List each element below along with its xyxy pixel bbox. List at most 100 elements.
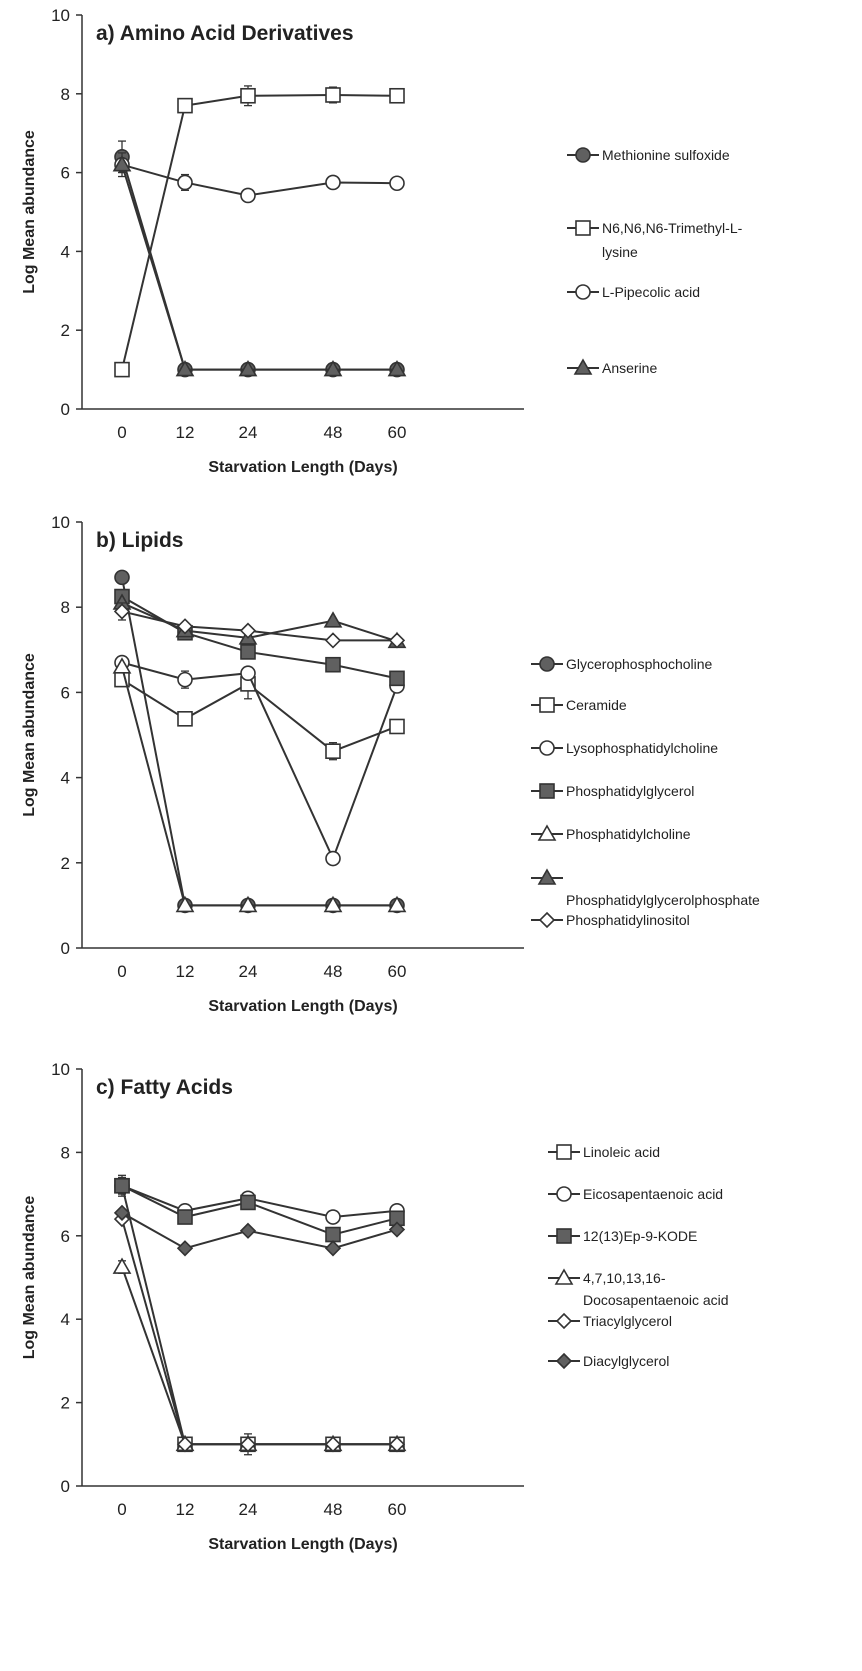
data-point: [114, 1177, 130, 1194]
legend-marker: [539, 697, 555, 713]
data-point: [323, 895, 343, 913]
y-tick-label: 0: [61, 400, 70, 419]
data-point: [389, 175, 405, 192]
x-axis-title: Starvation Length (Days): [208, 998, 397, 1015]
data-point: [177, 174, 193, 191]
legend-label: N6,N6,N6-Trimethyl-L-: [602, 220, 743, 236]
series-line: [121, 1184, 398, 1219]
legend-marker: [554, 1268, 574, 1285]
legend-marker: [556, 1144, 572, 1160]
data-point: [325, 656, 341, 673]
y-tick-label: 6: [61, 164, 70, 183]
series-3: [114, 588, 405, 687]
legend-item: Anserine: [567, 358, 657, 376]
x-tick-label: 0: [117, 962, 126, 981]
y-tick-label: 2: [61, 321, 70, 340]
y-tick-label: 10: [51, 513, 70, 532]
y-tick-label: 0: [61, 1477, 70, 1496]
data-point: [387, 895, 407, 913]
y-tick-label: 10: [51, 1060, 70, 1079]
data-point: [113, 603, 131, 620]
data-point: [387, 359, 407, 377]
data-point: [175, 359, 195, 377]
legend-label: Phosphatidylcholine: [566, 826, 691, 842]
data-point: [176, 1240, 194, 1257]
legend-label: Phosphatidylinositol: [566, 912, 690, 928]
panel-title: c) Fatty Acids: [96, 1076, 233, 1099]
x-axis-title: Starvation Length (Days): [208, 459, 397, 476]
y-tick-label: 2: [61, 1394, 70, 1413]
legend-item: L-Pipecolic acid: [567, 284, 700, 300]
x-tick-label: 48: [324, 423, 343, 442]
y-axis-title: Log Mean abundance: [21, 653, 38, 817]
legend-item: Lysophosphatidylcholine: [531, 740, 718, 756]
panel-title: a) Amino Acid Derivatives: [96, 22, 354, 45]
y-tick-label: 8: [61, 1143, 70, 1162]
y-tick-label: 10: [51, 6, 70, 25]
data-point: [240, 644, 256, 660]
data-point: [177, 671, 193, 688]
data-point: [114, 361, 130, 378]
x-tick-label: 48: [324, 1500, 343, 1519]
panel-title: b) Lipids: [96, 529, 184, 552]
data-point: [112, 657, 132, 674]
legend-marker: [556, 1228, 572, 1244]
series-5: [113, 1204, 406, 1257]
data-point: [177, 97, 193, 114]
x-tick-label: 24: [239, 1500, 258, 1519]
data-point: [325, 1226, 341, 1243]
y-tick-label: 8: [61, 598, 70, 617]
data-point: [238, 895, 258, 913]
legend-label: Lysophosphatidylcholine: [566, 740, 718, 756]
data-point: [175, 895, 195, 913]
data-point: [177, 711, 193, 727]
legend-marker: [555, 1352, 573, 1370]
data-point: [239, 1436, 257, 1453]
x-tick-label: 60: [388, 423, 407, 442]
y-tick-label: 4: [61, 1310, 70, 1329]
x-tick-label: 12: [176, 962, 195, 981]
data-point: [323, 359, 343, 377]
x-tick-label: 24: [239, 423, 258, 442]
series-line: [121, 1211, 398, 1250]
legend-label: lysine: [602, 244, 638, 260]
series-2: [114, 152, 405, 204]
y-tick-label: 4: [61, 769, 70, 788]
legend-item: Phosphatidylglycerolphosphate: [531, 868, 760, 908]
series-line: [121, 156, 397, 371]
legend-marker: [539, 740, 555, 756]
series-1: [114, 668, 405, 761]
y-tick-label: 4: [61, 242, 70, 261]
data-point: [388, 632, 406, 649]
series-4: [113, 1210, 406, 1453]
legend-label: 4,7,10,13,16-: [583, 1270, 666, 1286]
y-tick-label: 6: [61, 1227, 70, 1246]
legend-marker: [537, 824, 557, 841]
data-point: [325, 174, 341, 191]
data-point: [325, 743, 341, 759]
data-point: [324, 1436, 342, 1453]
data-point: [389, 670, 405, 687]
legend-marker: [575, 284, 591, 300]
legend-item: Phosphatidylcholine: [531, 824, 691, 842]
series-6: [113, 602, 406, 649]
x-tick-label: 12: [176, 423, 195, 442]
legend-label: Docosapentaenoic acid: [583, 1292, 729, 1308]
legend-label: Triacylglycerol: [583, 1313, 672, 1329]
series-2: [114, 654, 405, 867]
data-point: [112, 155, 132, 172]
data-point: [388, 1221, 406, 1238]
x-tick-label: 60: [388, 962, 407, 981]
legend-item: Methionine sulfoxide: [567, 147, 730, 163]
series-line: [121, 163, 398, 197]
legend-marker: [575, 220, 591, 236]
data-point: [389, 87, 405, 104]
data-point: [325, 1209, 341, 1225]
data-point: [239, 1222, 257, 1239]
y-axis-title: Log Mean abundance: [21, 130, 38, 294]
data-point: [323, 611, 343, 628]
data-point: [113, 1204, 131, 1221]
y-axis-title: Log Mean abundance: [21, 1196, 38, 1360]
legend-marker: [575, 147, 591, 163]
data-point: [176, 1436, 194, 1453]
